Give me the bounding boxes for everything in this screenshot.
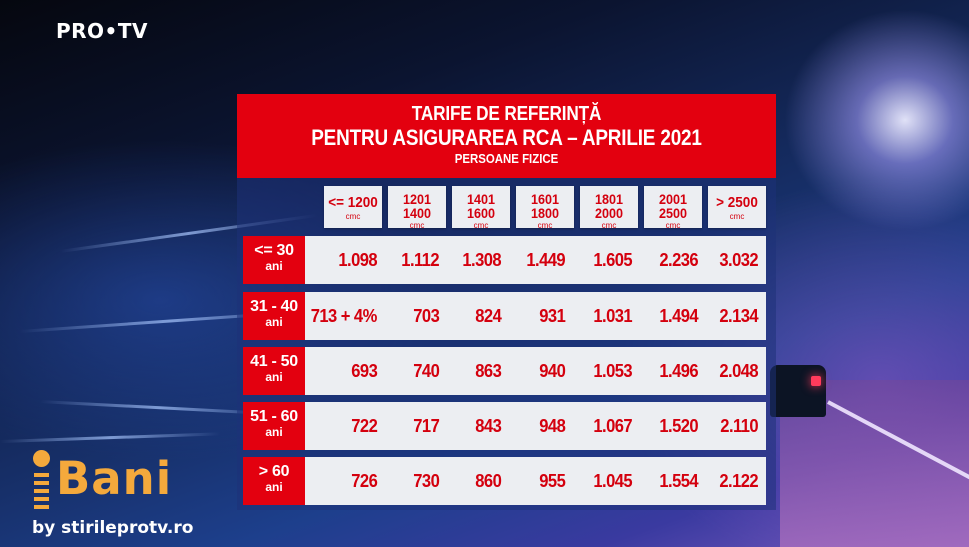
table-cell: 726 [351, 471, 378, 491]
table-cell: 2.134 [719, 306, 758, 326]
column-header-1601-1800: 1601 1800 cmc [516, 186, 574, 230]
table-cell: 940 [539, 361, 566, 381]
table-cell: 1.496 [659, 361, 698, 381]
ibani-byline: by stirileprotv.ro [32, 518, 194, 538]
ibani-logo: Bani by stirileprotv.ro [32, 448, 202, 538]
table-cell: 2.048 [719, 361, 758, 381]
table-cell: 717 [413, 416, 440, 436]
table-cell: 843 [475, 416, 502, 436]
column-header-gt-2500: > 2500 cmc [708, 186, 766, 228]
table-cell: 703 [413, 306, 440, 326]
table-cell: 1.449 [526, 250, 565, 270]
table-cell: 730 [413, 471, 440, 491]
table-cell: 1.554 [659, 471, 698, 491]
table-cell: 1.031 [593, 306, 632, 326]
table-cell: 1.053 [593, 361, 632, 381]
column-header-2001-2500: 2001 2500 cmc [644, 186, 702, 230]
row-header: 31 - 40 ani [243, 292, 305, 340]
ibani-wordmark: Bani [56, 452, 173, 505]
table-cell: 931 [539, 306, 566, 326]
row-values: 693 740 863 940 1.053 1.496 2.048 [305, 347, 766, 395]
table-row: 51 - 60 ani 722 717 843 948 1.067 1.520 … [243, 402, 766, 450]
table-cell: 2.236 [659, 250, 698, 270]
table-cell: 1.098 [338, 250, 377, 270]
column-header-1401-1600: 1401 1600 cmc [452, 186, 510, 230]
column-header-1201-1400: 1201 1400 cmc [388, 186, 446, 230]
table-cell: 1.112 [401, 250, 439, 270]
car-silhouette [770, 365, 826, 417]
title-line-2: PENTRU ASIGURAREA RCA – APRILIE 2021 [311, 125, 702, 150]
table-cell: 722 [351, 416, 378, 436]
table-title: TARIFE DE REFERINȚĂ PENTRU ASIGURAREA RC… [237, 94, 776, 178]
table-cell: 955 [539, 471, 566, 491]
table-row: <= 30 ani 1.098 1.112 1.308 1.449 1.605 … [243, 236, 766, 284]
protv-logo: PRO•TV [56, 19, 148, 43]
table-cell: 1.520 [659, 416, 698, 436]
table-cell: 948 [539, 416, 566, 436]
table-cell: 693 [351, 361, 378, 381]
table-cell: 2.110 [720, 416, 758, 436]
row-header: 41 - 50 ani [243, 347, 305, 395]
table-cell: 2.122 [719, 471, 758, 491]
table-cell: 713 + 4% [310, 306, 378, 326]
row-values: 713 + 4% 703 824 931 1.031 1.494 2.134 [305, 292, 766, 340]
car-tail-light [811, 376, 821, 386]
table-cell: 1.308 [462, 250, 501, 270]
table-cell: 824 [475, 306, 502, 326]
table-cell: 863 [475, 361, 502, 381]
table-row: 31 - 40 ani 713 + 4% 703 824 931 1.031 1… [243, 292, 766, 340]
table-cell: 1.605 [593, 250, 632, 270]
ibani-i-icon [33, 450, 51, 509]
table-cell: 1.067 [593, 416, 632, 436]
light-streak [0, 432, 220, 443]
row-values: 726 730 860 955 1.045 1.554 2.122 [305, 457, 766, 505]
column-header-1801-2000: 1801 2000 cmc [580, 186, 638, 230]
table-cell: 860 [475, 471, 502, 491]
row-values: 722 717 843 948 1.067 1.520 2.110 [305, 402, 766, 450]
table-cell: 1.045 [593, 471, 632, 491]
table-cell: 740 [413, 361, 440, 381]
title-line-1: TARIFE DE REFERINȚĂ [411, 103, 602, 125]
row-header: 51 - 60 ani [243, 402, 305, 450]
row-values: 1.098 1.112 1.308 1.449 1.605 2.236 3.03… [305, 236, 766, 284]
column-header-le-1200: <= 1200 cmc [324, 186, 382, 228]
table-cell: 3.032 [719, 250, 758, 270]
table-row: 41 - 50 ani 693 740 863 940 1.053 1.496 … [243, 347, 766, 395]
row-header: <= 30 ani [243, 236, 305, 284]
title-subtitle: PERSOANE FIZICE [454, 151, 559, 166]
row-header: > 60 ani [243, 457, 305, 505]
table-row: > 60 ani 726 730 860 955 1.045 1.554 2.1… [243, 457, 766, 505]
table-cell: 1.494 [659, 306, 698, 326]
